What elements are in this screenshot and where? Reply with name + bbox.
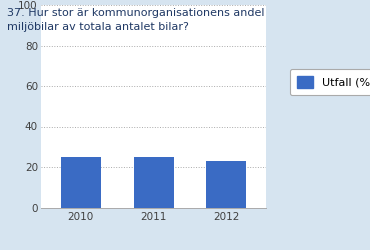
Text: 37. Hur stor är kommunorganisationens andel
miljöbilar av totala antalet bilar?: 37. Hur stor är kommunorganisationens an…: [7, 8, 265, 32]
Bar: [206, 161, 246, 208]
Legend: Utfall (%): Utfall (%): [290, 69, 370, 95]
Bar: [61, 157, 101, 208]
Bar: [134, 157, 174, 208]
